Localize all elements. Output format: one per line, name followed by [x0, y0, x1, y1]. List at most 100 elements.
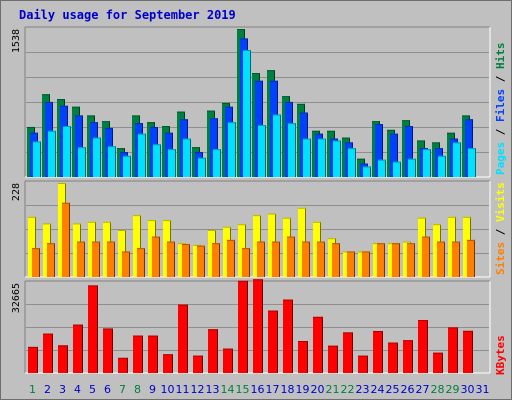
- x-tick-day-15: 15: [236, 383, 250, 396]
- ymax-label-kbytes: 32665: [11, 283, 22, 313]
- bar-pages-day-12: [198, 157, 206, 177]
- x-tick-day-7: 7: [119, 383, 126, 396]
- x-tick-day-3: 3: [59, 383, 66, 396]
- bar-kbytes-day-2: [43, 333, 53, 373]
- bar-pages-day-17: [273, 114, 281, 177]
- bar-sites-day-12: [197, 245, 205, 277]
- x-tick-day-30: 30: [461, 383, 475, 396]
- bar-kbytes-day-29: [448, 327, 458, 373]
- x-tick-day-29: 29: [446, 383, 460, 396]
- bar-kbytes-day-4: [73, 324, 83, 373]
- x-tick-day-11: 11: [176, 383, 190, 396]
- bar-kbytes-day-27: [418, 320, 428, 373]
- bar-sites-day-7: [122, 251, 130, 277]
- bar-sites-day-30: [467, 239, 475, 277]
- x-tick-day-23: 23: [356, 383, 370, 396]
- x-tick-day-4: 4: [74, 383, 81, 396]
- x-tick-day-25: 25: [386, 383, 400, 396]
- legend-sites: Sites: [494, 242, 507, 275]
- bar-pages-day-1: [33, 141, 41, 177]
- bar-pages-day-24: [378, 159, 386, 177]
- series-label-hits-files-pages: Pages / Files / Hits: [494, 43, 507, 176]
- bar-sites-day-6: [107, 241, 115, 277]
- bar-pages-day-16: [258, 125, 266, 177]
- bar-sites-day-18: [287, 236, 295, 277]
- bar-kbytes-day-16: [253, 279, 263, 373]
- bar-sites-day-3: [62, 202, 70, 277]
- bar-sites-day-27: [422, 236, 430, 277]
- bar-pages-day-2: [48, 130, 56, 177]
- bar-pages-day-25: [393, 161, 401, 177]
- x-tick-day-14: 14: [221, 383, 235, 396]
- x-tick-day-20: 20: [311, 383, 325, 396]
- x-tick-day-8: 8: [134, 383, 141, 396]
- ymax-label-hits-files-pages: 1538: [11, 29, 22, 53]
- bar-pages-day-3: [63, 125, 71, 177]
- bar-sites-day-28: [437, 241, 445, 277]
- bar-kbytes-day-8: [133, 335, 143, 373]
- bar-pages-day-22: [348, 148, 356, 177]
- x-tick-day-22: 22: [341, 383, 355, 396]
- bar-sites-day-29: [452, 241, 460, 277]
- bar-pages-day-27: [423, 149, 431, 177]
- bar-pages-day-14: [228, 122, 236, 177]
- bar-kbytes-day-23: [358, 355, 368, 373]
- bar-pages-day-30: [468, 148, 476, 177]
- bar-files-day-26: [405, 125, 413, 177]
- legend-separator: /: [494, 69, 507, 89]
- bar-sites-day-8: [137, 248, 145, 277]
- x-tick-day-10: 10: [161, 383, 175, 396]
- x-tick-day-28: 28: [431, 383, 445, 396]
- x-tick-day-17: 17: [266, 383, 280, 396]
- bar-sites-day-13: [212, 243, 220, 277]
- bar-kbytes-day-7: [118, 357, 128, 373]
- bar-kbytes-day-21: [328, 345, 338, 373]
- bar-pages-day-10: [168, 149, 176, 177]
- bar-sites-day-17: [272, 241, 280, 277]
- bar-sites-day-15: [242, 248, 250, 277]
- bar-pages-day-9: [153, 144, 161, 177]
- chart-title: Daily usage for September 2019: [19, 8, 236, 22]
- bar-pages-day-18: [288, 123, 296, 177]
- bar-kbytes-day-12: [193, 355, 203, 373]
- bar-kbytes-day-22: [343, 332, 353, 373]
- x-tick-day-12: 12: [191, 383, 205, 396]
- bar-kbytes-day-3: [58, 345, 68, 373]
- bar-sites-day-23: [362, 251, 370, 277]
- bar-sites-day-5: [92, 241, 100, 277]
- bar-sites-day-10: [167, 241, 175, 277]
- bar-sites-day-1: [32, 248, 40, 277]
- legend-pages: Pages: [494, 142, 507, 175]
- bar-pages-day-5: [93, 137, 101, 177]
- bar-sites-day-26: [407, 243, 415, 277]
- bar-pages-day-13: [213, 149, 221, 177]
- bar-sites-day-9: [152, 236, 160, 277]
- bar-pages-day-6: [108, 146, 116, 177]
- bar-kbytes-day-13: [208, 329, 218, 373]
- bar-pages-day-21: [333, 140, 341, 177]
- bar-pages-day-4: [78, 147, 86, 177]
- bar-files-day-13: [210, 118, 218, 177]
- bar-visits-day-8: [133, 215, 141, 277]
- x-tick-day-24: 24: [371, 383, 385, 396]
- bar-pages-day-8: [138, 133, 146, 177]
- bar-sites-day-19: [302, 241, 310, 277]
- bar-kbytes-day-28: [433, 352, 443, 373]
- bar-sites-day-20: [317, 241, 325, 277]
- bar-files-day-24: [375, 124, 383, 177]
- bar-pages-day-11: [183, 138, 191, 177]
- x-tick-day-26: 26: [401, 383, 415, 396]
- bar-kbytes-day-17: [268, 310, 278, 373]
- bar-kbytes-day-15: [238, 280, 248, 373]
- bar-kbytes-day-1: [28, 346, 38, 373]
- bar-sites-day-22: [347, 251, 355, 277]
- bar-pages-day-23: [363, 166, 371, 177]
- bar-kbytes-day-5: [88, 285, 98, 373]
- bar-sites-day-24: [377, 243, 385, 277]
- bar-sites-day-14: [227, 239, 235, 277]
- series-label-kbytes: KBytes: [494, 335, 507, 375]
- x-tick-day-31: 31: [476, 383, 490, 396]
- bar-files-day-25: [390, 133, 398, 177]
- bar-pages-day-7: [123, 155, 131, 177]
